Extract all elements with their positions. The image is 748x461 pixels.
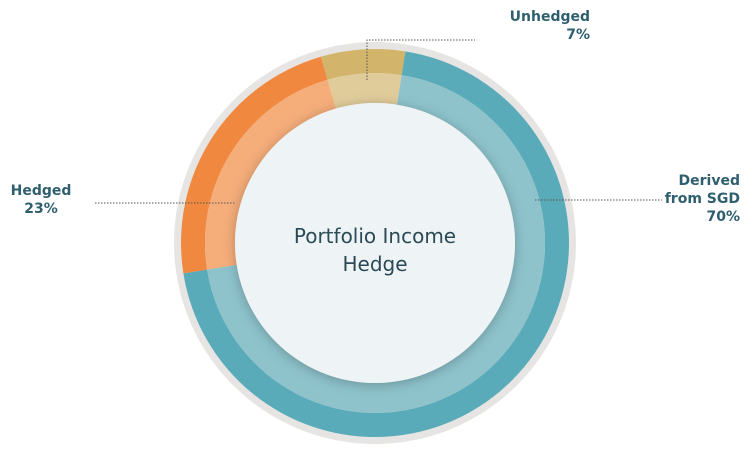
leader-line — [366, 39, 475, 80]
segment-inner — [205, 79, 336, 270]
label: Hedged 23% — [0, 182, 82, 218]
label-name: Derived from SGD — [664, 173, 740, 207]
segment-outer — [320, 49, 406, 80]
segment-inner — [327, 72, 402, 109]
label-name: Hedged — [10, 183, 72, 199]
label: Unhedged 7% — [470, 8, 590, 44]
label: Derived from SGD 70% — [655, 172, 740, 226]
segment-outer — [180, 56, 328, 274]
label-name: Unhedged — [509, 9, 590, 25]
label-value: 70% — [706, 209, 740, 225]
center-disk — [235, 103, 515, 383]
label-value: 23% — [24, 201, 58, 217]
center-title: Portfolio Income Hedge — [293, 224, 457, 276]
label-value: 7% — [566, 27, 590, 43]
